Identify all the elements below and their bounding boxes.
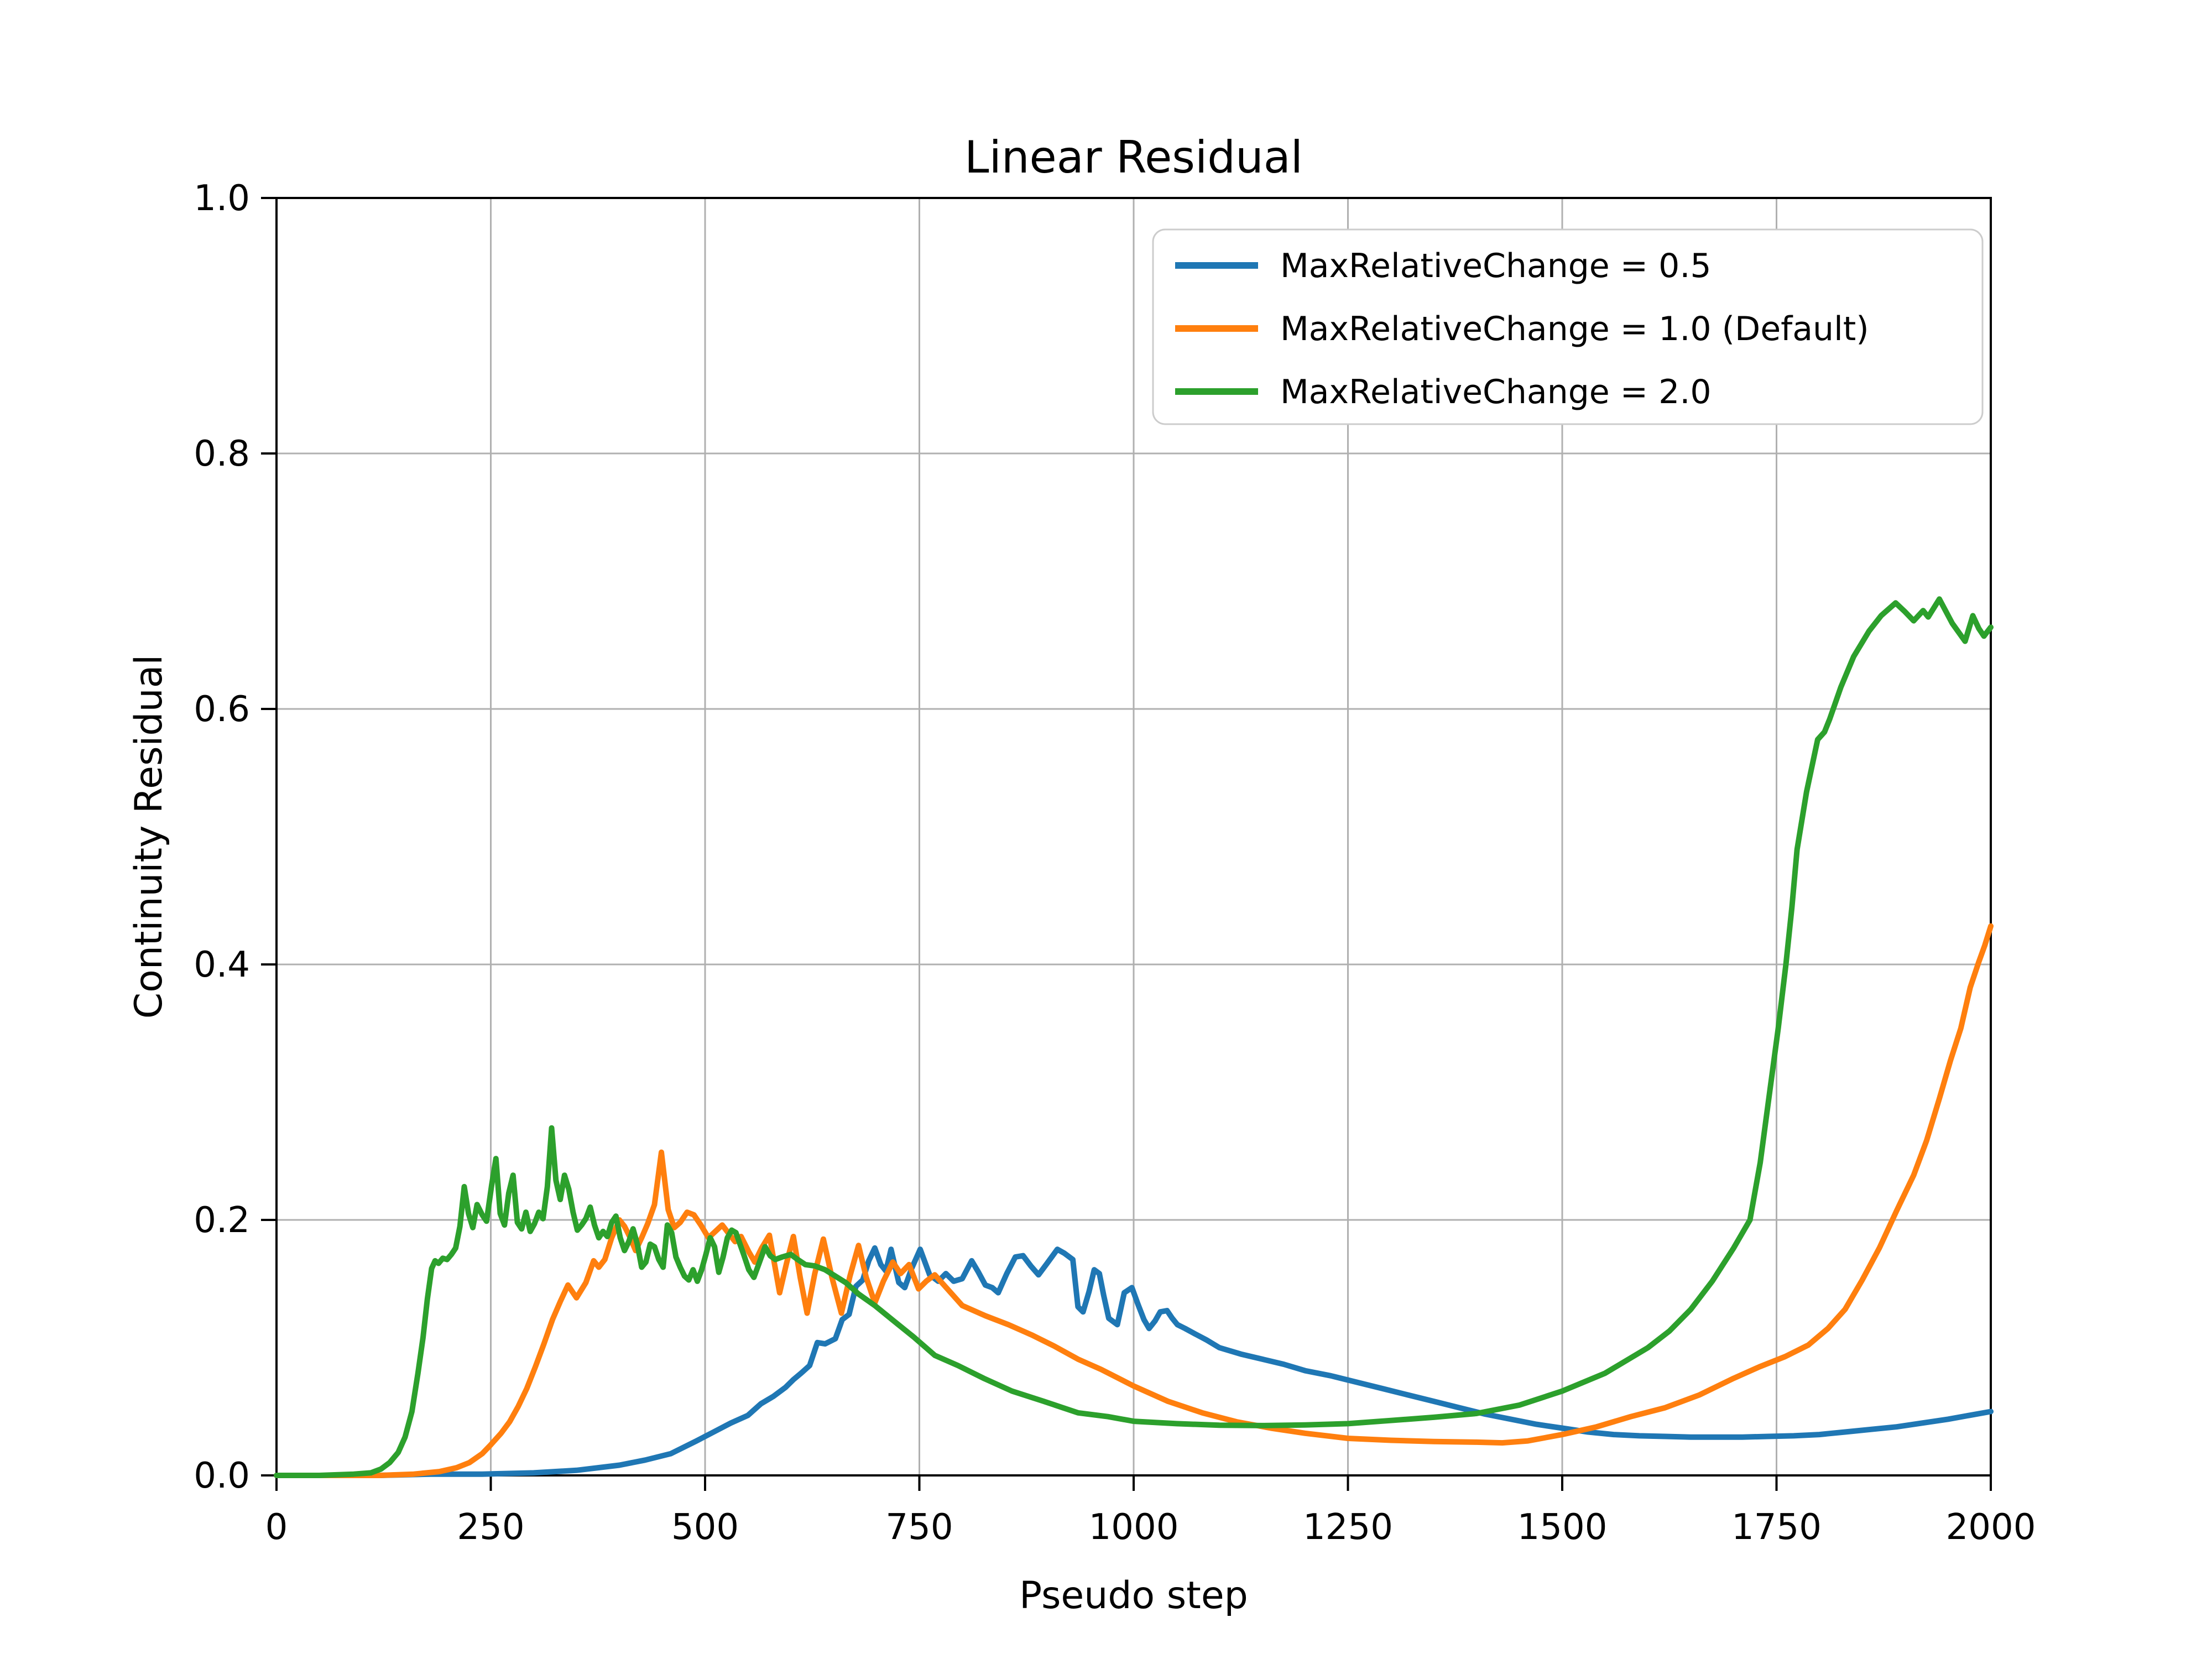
- legend-entry-label: MaxRelativeChange = 1.0 (Default): [1280, 310, 1869, 348]
- x-tick-label: 2000: [1946, 1507, 2036, 1548]
- y-tick-label: 0.8: [194, 434, 250, 474]
- tick-layer: 0 250 500 750 1000 1250 1500 1750 2000 0.0 0.2 0.4 0…: [194, 178, 2036, 1548]
- x-tick-label: 750: [885, 1507, 953, 1548]
- x-tick-label: 1500: [1517, 1507, 1608, 1548]
- x-tick-label: 250: [457, 1507, 524, 1548]
- y-tick-label: 0.4: [194, 945, 250, 985]
- series-line-0: [274, 1245, 1994, 1478]
- series-line-2: [274, 596, 1994, 1478]
- y-tick-label: 1.0: [194, 178, 250, 219]
- legend: MaxRelativeChange = 0.5 MaxRelativeChange…: [1152, 228, 1984, 425]
- x-tick-label: 0: [265, 1507, 288, 1548]
- chart-title: Linear Residual: [964, 132, 1303, 183]
- x-tick-label: 1000: [1089, 1507, 1179, 1548]
- y-tick-label: 0.2: [194, 1200, 250, 1241]
- legend-entry: MaxRelativeChange = 0.5: [1175, 247, 1712, 285]
- legend-box: [1152, 228, 1984, 425]
- y-tick-label: 0.6: [194, 689, 250, 730]
- series-line-1: [274, 923, 1994, 1478]
- legend-entry: MaxRelativeChange = 2.0: [1175, 373, 1712, 411]
- legend-entry-label: MaxRelativeChange = 2.0: [1280, 373, 1712, 411]
- y-axis-label: Continuity Residual: [127, 655, 171, 1019]
- x-tick-label: 1250: [1303, 1507, 1393, 1548]
- x-tick-label: 1750: [1731, 1507, 1822, 1548]
- series-layer: [274, 596, 1994, 1478]
- legend-entry-label: MaxRelativeChange = 0.5: [1280, 247, 1712, 285]
- legend-entry: MaxRelativeChange = 1.0 (Default): [1175, 310, 1869, 348]
- y-tick-label: 0.0: [194, 1455, 250, 1496]
- x-tick-label: 500: [671, 1507, 739, 1548]
- x-axis-label: Pseudo step: [1019, 1574, 1248, 1618]
